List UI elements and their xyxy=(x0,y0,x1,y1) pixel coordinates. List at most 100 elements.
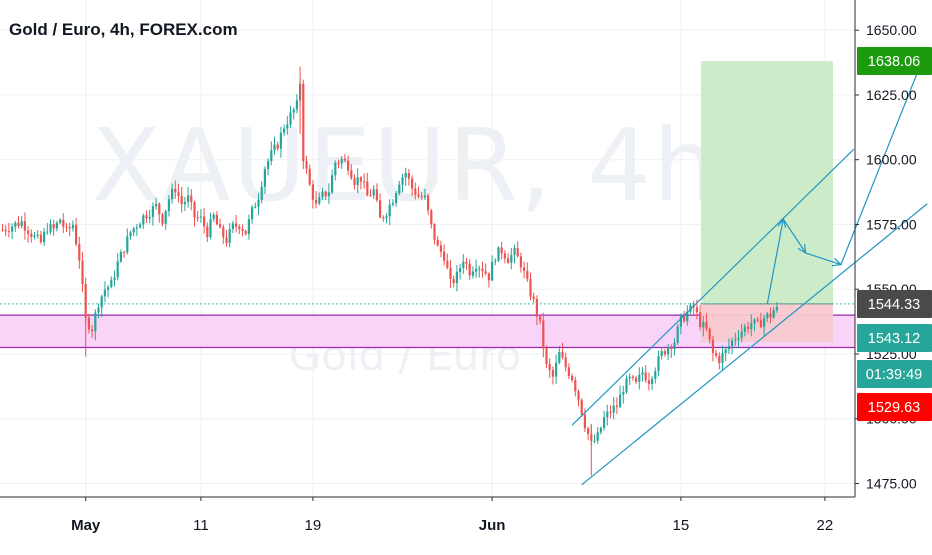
candle-body xyxy=(433,224,436,240)
candle xyxy=(436,236,439,247)
candle-body xyxy=(647,380,650,384)
candle-body xyxy=(251,207,254,220)
candle-body xyxy=(711,339,714,354)
candle xyxy=(276,141,279,151)
candle-body xyxy=(372,189,375,196)
candle xyxy=(180,186,183,213)
candle-body xyxy=(670,347,673,350)
candle xyxy=(283,124,286,137)
candle-body xyxy=(587,428,590,435)
candle-body xyxy=(475,268,478,272)
candle-body xyxy=(196,217,199,219)
candle xyxy=(654,367,657,384)
candle xyxy=(206,222,209,243)
candle xyxy=(686,305,689,326)
candle-body xyxy=(695,307,698,313)
candle xyxy=(507,253,510,264)
candle-body xyxy=(65,226,68,228)
candle xyxy=(769,307,772,323)
candle xyxy=(631,374,634,381)
candle-body xyxy=(100,296,103,308)
candle-body xyxy=(491,261,494,281)
candle xyxy=(705,313,708,332)
candle xyxy=(164,209,167,230)
candle-body xyxy=(519,256,522,268)
candle xyxy=(478,265,481,278)
candle xyxy=(439,240,442,258)
candle-body xyxy=(388,204,391,217)
candle xyxy=(385,213,388,224)
candle xyxy=(238,224,241,235)
candle xyxy=(17,216,20,229)
candle xyxy=(542,312,545,358)
candle-body xyxy=(679,315,682,327)
candle-body xyxy=(683,315,686,322)
price-label-box xyxy=(857,324,932,352)
candle xyxy=(519,252,522,273)
chart-title: Gold / Euro, 4h, FOREX.com xyxy=(9,20,238,39)
candle xyxy=(548,358,551,378)
candle-body xyxy=(212,214,215,220)
candle-body xyxy=(775,307,778,311)
candle-body xyxy=(651,378,654,384)
candle xyxy=(398,180,401,196)
candle-body xyxy=(295,100,298,110)
price-label-text: 1543.12 xyxy=(868,331,920,347)
candle xyxy=(107,284,110,298)
candle-body xyxy=(49,224,52,232)
candle-body xyxy=(139,224,142,228)
candle xyxy=(251,205,254,224)
price-label-text: 1529.63 xyxy=(868,400,920,416)
candle-body xyxy=(603,417,606,428)
candle-body xyxy=(635,377,638,382)
candle xyxy=(308,164,311,187)
candle-body xyxy=(308,168,311,185)
candle-body xyxy=(523,267,526,271)
candle-body xyxy=(289,112,292,125)
candle-body xyxy=(119,251,122,262)
candle-body xyxy=(619,394,622,407)
candle xyxy=(475,259,478,278)
candle xyxy=(708,327,711,344)
candle xyxy=(615,397,618,414)
candle-body xyxy=(427,195,430,211)
candle xyxy=(158,202,161,223)
candle-body xyxy=(500,247,503,254)
candle-body xyxy=(673,342,676,350)
candle-body xyxy=(350,170,353,179)
candle xyxy=(407,169,410,186)
candle-body xyxy=(529,278,532,297)
price-axis-label: 1625.00 xyxy=(866,87,917,103)
candle xyxy=(465,257,468,270)
candle xyxy=(49,219,52,235)
candle xyxy=(209,212,212,240)
price-label-text: 01:39:49 xyxy=(866,367,922,383)
candle-body xyxy=(382,217,385,219)
candle-body xyxy=(753,319,756,324)
candle-body xyxy=(23,221,26,231)
candle xyxy=(753,318,756,332)
candle xyxy=(334,160,337,181)
candle xyxy=(462,254,465,274)
time-axis-label: 15 xyxy=(673,517,690,534)
candle-body xyxy=(107,286,110,290)
candle xyxy=(55,220,58,232)
candle-body xyxy=(443,251,446,261)
candle xyxy=(484,263,487,276)
candle-body xyxy=(91,329,94,332)
candle xyxy=(404,167,407,186)
candle-body xyxy=(273,144,276,151)
candle-body xyxy=(622,392,625,395)
candle xyxy=(123,250,126,258)
candle xyxy=(606,404,609,426)
candle xyxy=(471,266,474,279)
candle xyxy=(433,223,436,245)
candle xyxy=(331,169,334,194)
candle-body xyxy=(596,432,599,441)
candle-body xyxy=(52,224,55,229)
candle-body xyxy=(81,260,84,285)
candle xyxy=(78,236,81,269)
candle xyxy=(599,426,602,435)
